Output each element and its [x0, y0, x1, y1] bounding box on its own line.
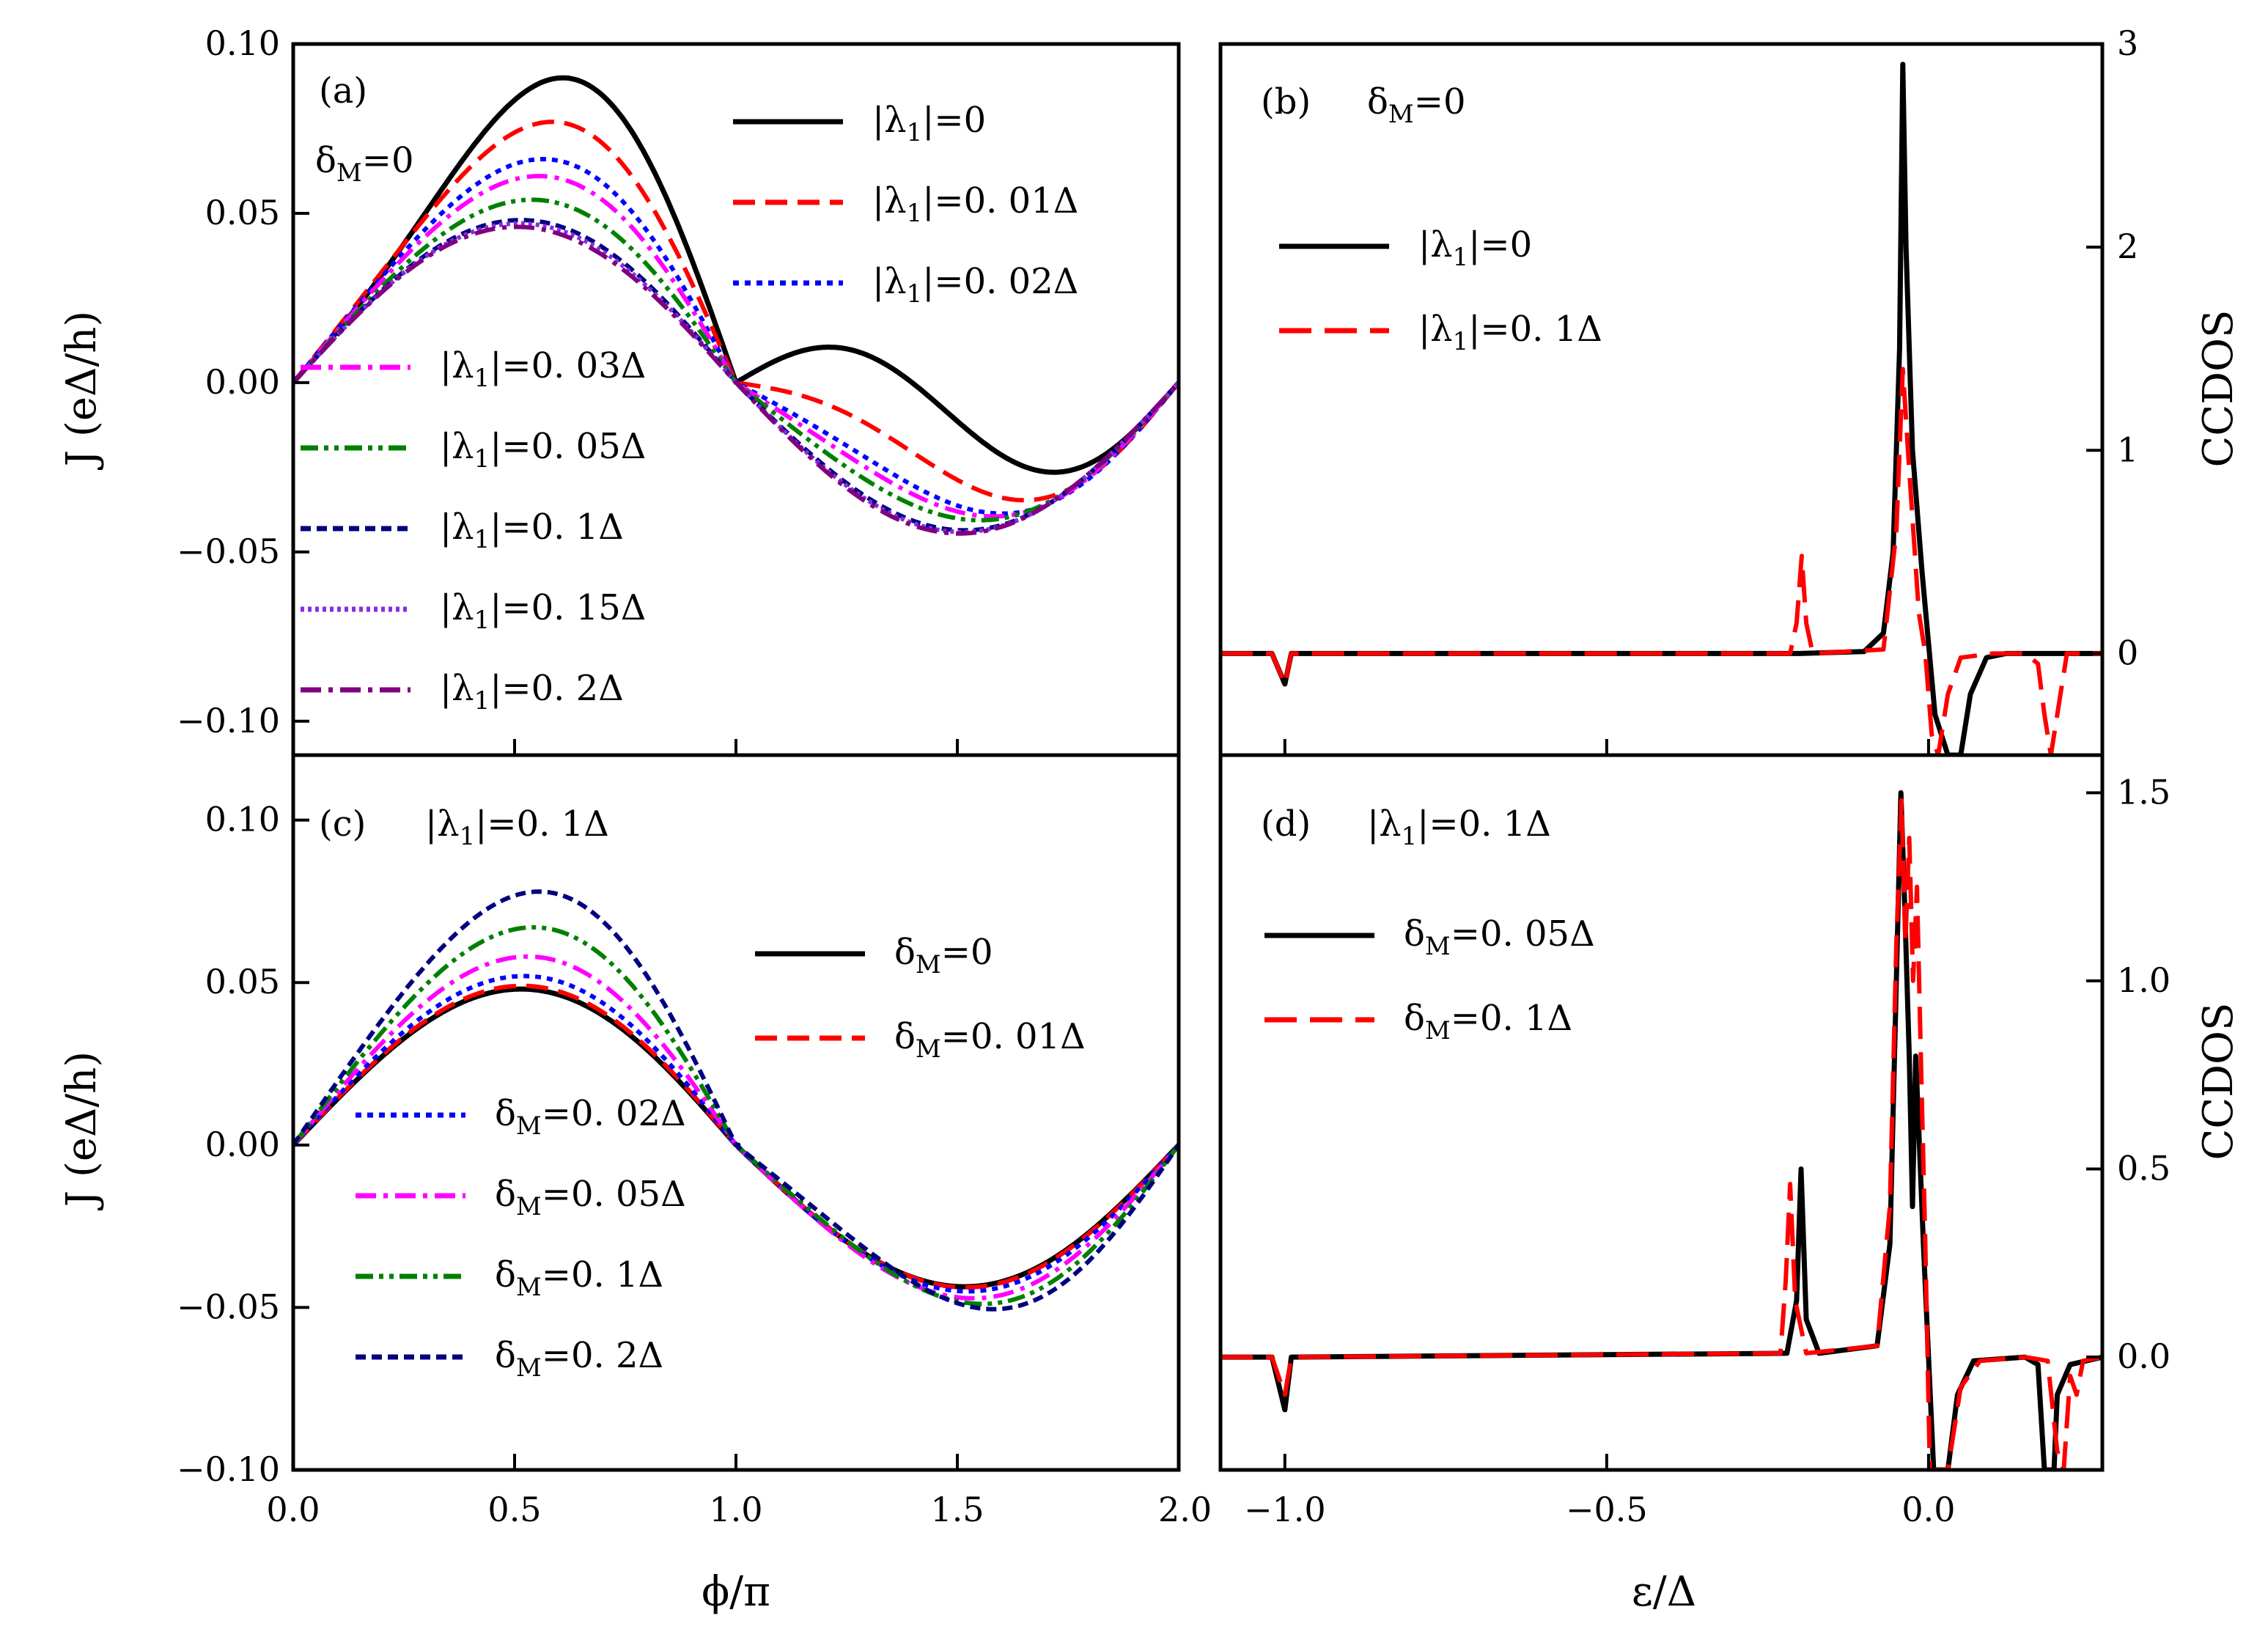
y-tick-label: 0.05	[205, 962, 280, 1001]
panel-annotation: δM=0	[1367, 81, 1466, 129]
y-tick-label: 0.05	[205, 193, 280, 232]
legend: |λ1|=0 |λ1|=0. 01Δ |λ1|=0. 02Δ |λ1|=0. 03Δ |…	[301, 100, 1078, 716]
panel-label: (b)	[1261, 81, 1311, 122]
legend-entry-label: δM=0. 1Δ	[1404, 998, 1572, 1045]
legend-entry-label: δM=0. 2Δ	[495, 1335, 663, 1383]
panel-label: (a)	[319, 70, 367, 111]
y-tick-label: 2	[2117, 227, 2138, 266]
series-line-4	[293, 954, 1179, 1301]
x-tick-label: 2.0	[1158, 1490, 1212, 1529]
plot-area	[293, 75, 1179, 536]
panel-c: −0.10 −0.05 0.00 0.05 0.10 0.0 0.5 1.0 1.5 2.0 (c)…	[177, 753, 1212, 1529]
x-tick-label: 1.0	[709, 1490, 762, 1529]
legend-entry-label: δM=0. 02Δ	[495, 1093, 686, 1141]
y-tick-label: −0.10	[177, 701, 280, 740]
plot-area	[293, 889, 1179, 1312]
panel-annotation: |λ1|=0. 1Δ	[1367, 804, 1551, 851]
y-tick-label: −0.05	[177, 532, 280, 571]
y-tick-label: 0.00	[205, 362, 280, 402]
legend: δM=0 δM=0. 01Δ δM=0. 02Δ δM=0. 05Δ δM=0. 1Δ δ…	[356, 932, 1086, 1383]
panel-annotation: δM=0	[315, 140, 414, 188]
y-axis-label-bottom-left: J (eΔ/h)	[58, 1051, 106, 1210]
x-tick-label: −0.5	[1566, 1490, 1648, 1529]
plot-area	[1220, 62, 2102, 755]
legend-entry-label: δM=0. 1Δ	[495, 1254, 663, 1302]
panel-a: −0.10−0.050.000.050.10(a)δM=0|λ1|=0|λ1|=…	[177, 23, 1181, 757]
x-tick-label: 0.0	[1901, 1490, 1955, 1529]
panel-label: (d)	[1261, 804, 1311, 845]
y-tick-label: −0.10	[177, 1449, 280, 1489]
y-tick-label: 1.0	[2117, 960, 2171, 1000]
y-axis-label-top-right: CCDOS	[2195, 310, 2242, 468]
y-tick-label: 0.10	[205, 23, 280, 63]
plot-frame	[291, 42, 1181, 757]
x-axis-label-right: ε/Δ	[1632, 1568, 1696, 1616]
panel-d: 0.0 0.5 1.0 1.5 −1.0 −0.5 0.0 (d) |λ1|=0. 1Δ δM=0…	[1218, 753, 2171, 1529]
y-tick-label: 1.5	[2117, 772, 2171, 812]
legend-entry-label: |λ1|=0. 01Δ	[872, 180, 1078, 228]
legend-entry-label: |λ1|=0. 15Δ	[440, 587, 646, 635]
y-tick-label: −0.05	[177, 1287, 280, 1326]
legend-entry-label: |λ1|=0. 02Δ	[872, 261, 1078, 309]
series-line-2	[293, 119, 1179, 503]
legend-entry-label: |λ1|=0. 1Δ	[1418, 309, 1602, 356]
series-line-6	[293, 889, 1179, 1312]
y-tick-label: 0.00	[205, 1125, 280, 1164]
y-tick-label: 0.5	[2117, 1148, 2171, 1188]
legend-entry-label: |λ1|=0	[1418, 224, 1532, 272]
legend-entry-label: |λ1|=0. 03Δ	[440, 345, 646, 393]
legend-entry-label: |λ1|=0. 1Δ	[440, 507, 624, 554]
series-line-8	[293, 224, 1179, 536]
legend: |λ1|=0 |λ1|=0. 1Δ	[1279, 224, 1602, 356]
y-tick-label: 0	[2117, 633, 2138, 672]
legend-entry-label: δM=0. 01Δ	[894, 1016, 1086, 1064]
y-axis-label-top-left: J (eΔ/h)	[58, 311, 106, 470]
legend-entry-label: δM=0. 05Δ	[1404, 913, 1595, 961]
series-line-2	[1220, 798, 2102, 1470]
y-tick-label: 3	[2117, 23, 2138, 63]
x-tick-label: −1.0	[1244, 1490, 1326, 1529]
legend-entry-label: |λ1|=0. 2Δ	[440, 668, 624, 716]
x-tick-label: 0.0	[266, 1490, 320, 1529]
panel-label: (c)	[319, 804, 366, 845]
y-tick-label: 1	[2117, 430, 2138, 469]
y-axis-label-bottom-right: CCDOS	[2195, 1003, 2242, 1161]
x-tick-label: 1.5	[930, 1490, 984, 1529]
panel-b: 0 1 2 3 (b) δM=0 |λ1|=0 |λ1|=0. 1Δ	[1218, 23, 2138, 757]
series-line-1	[1220, 790, 2102, 1470]
y-tick-label: 0.0	[2117, 1336, 2171, 1376]
legend-entry-label: |λ1|=0	[872, 100, 986, 147]
legend: δM=0. 05Δ δM=0. 1Δ	[1264, 913, 1595, 1045]
x-tick-label: 0.5	[487, 1490, 541, 1529]
series-line-5	[293, 197, 1179, 523]
y-tick-label: 0.10	[205, 800, 280, 839]
panel-annotation: |λ1|=0. 1Δ	[425, 804, 609, 851]
legend-entry-label: |λ1|=0. 05Δ	[440, 426, 646, 474]
plot-frame	[1218, 753, 2105, 1472]
plot-frame	[1218, 42, 2105, 757]
legend-entry-label: δM=0. 05Δ	[495, 1174, 686, 1221]
x-axis-label-left: ϕ/π	[702, 1568, 770, 1616]
plot-area	[1220, 790, 2102, 1470]
legend-entry-label: δM=0	[894, 932, 993, 979]
